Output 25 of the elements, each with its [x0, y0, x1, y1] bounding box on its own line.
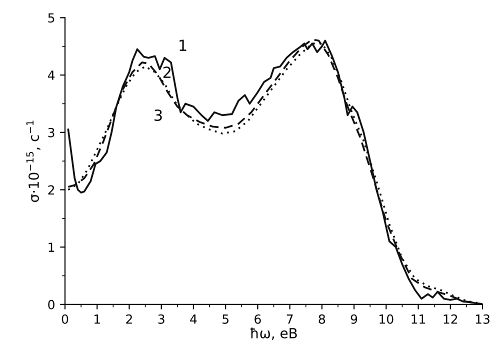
x-tick-label: 2 — [126, 314, 132, 324]
x-tick-label: 12 — [444, 314, 458, 324]
y-tick-label: 3 — [48, 128, 54, 138]
y-tick-label: 2 — [48, 185, 54, 194]
y-axis-title: σ·10$^{−15}$, с$^{−1}$ — [26, 120, 40, 202]
x-tick-label: 0 — [62, 314, 68, 324]
y-tick-label: 0 — [48, 300, 54, 310]
x-axis-title: ħω, еВ — [250, 328, 297, 340]
annotation: 1 — [180, 40, 186, 51]
y-tick-label: 4 — [48, 70, 55, 80]
y-tick-label: 1 — [48, 242, 54, 252]
x-tick-label: 13 — [476, 314, 490, 324]
x-tick-label: 1 — [94, 314, 100, 324]
x-tick-label: 3 — [158, 314, 164, 324]
x-tick-label: 6 — [254, 314, 261, 324]
x-tick-label: 8 — [318, 314, 326, 324]
annotation: 2 — [163, 66, 170, 78]
x-tick-label: 5 — [222, 314, 228, 324]
x-tick-label: 10 — [380, 314, 394, 324]
x-tick-label: 4 — [190, 314, 197, 324]
y-tick-label: 5 — [48, 13, 54, 23]
x-tick-label: 11 — [412, 314, 426, 324]
annotation: 3 — [154, 109, 162, 122]
x-tick-label: 7 — [286, 314, 293, 324]
x-tick-label: 9 — [350, 314, 358, 324]
